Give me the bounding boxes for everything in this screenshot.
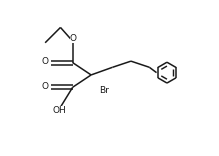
Text: O: O — [42, 57, 49, 66]
Text: O: O — [70, 34, 77, 43]
Text: OH: OH — [52, 106, 66, 115]
Text: O: O — [42, 82, 49, 91]
Text: Br: Br — [99, 86, 109, 95]
